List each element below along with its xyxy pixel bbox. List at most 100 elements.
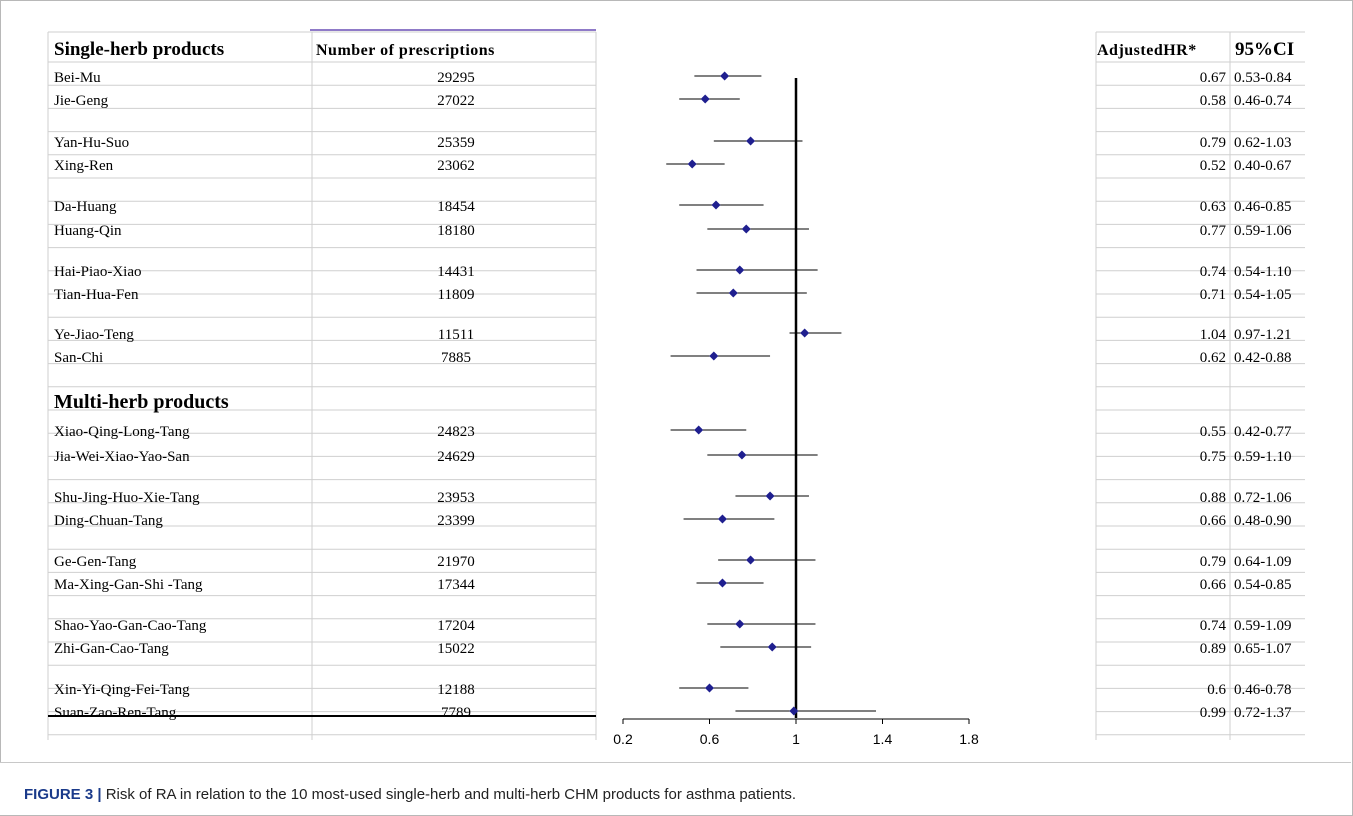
ci-value: 0.72-1.37	[1234, 705, 1292, 721]
product-name: Suan-Zao-Ren-Tang	[54, 705, 177, 721]
hr-point-marker	[709, 351, 719, 361]
adjusted-hr-value: 0.74	[1200, 618, 1227, 634]
prescription-count: 24823	[437, 424, 475, 440]
adjusted-hr-value: 0.75	[1200, 449, 1226, 465]
header-ci: 95%CI	[1235, 39, 1294, 60]
prescription-count: 11809	[438, 287, 475, 303]
hr-point-marker	[767, 642, 777, 652]
hr-point-marker	[687, 159, 697, 169]
adjusted-hr-value: 0.55	[1200, 424, 1226, 440]
ci-value: 0.46-0.85	[1234, 199, 1292, 215]
adjusted-hr-value: 0.52	[1200, 158, 1226, 174]
hr-point-marker	[700, 94, 710, 104]
figure-caption: FIGURE 3 | Risk of RA in relation to the…	[24, 786, 796, 803]
product-name: Xin-Yi-Qing-Fei-Tang	[54, 682, 190, 698]
ci-value: 0.64-1.09	[1234, 554, 1292, 570]
hr-point-marker	[728, 288, 738, 298]
adjusted-hr-value: 0.89	[1200, 641, 1226, 657]
adjusted-hr-value: 0.6	[1207, 682, 1226, 698]
ci-value: 0.97-1.21	[1234, 327, 1292, 343]
adjusted-hr-value: 0.71	[1200, 287, 1226, 303]
forest-plot-sheet: Bei-Mu 29295 0.67 0.53-0.84 Jie-Geng 27022 0.5…	[47, 29, 1305, 747]
prescription-count: 27022	[437, 93, 475, 109]
ci-value: 0.42-0.77	[1234, 424, 1292, 440]
hr-point-marker	[711, 200, 721, 210]
prescription-count: 14431	[437, 264, 475, 280]
caption-text: Risk of RA in relation to the 10 most-us…	[101, 786, 797, 803]
product-name: Shao-Yao-Gan-Cao-Tang	[54, 618, 207, 634]
ci-value: 0.72-1.06	[1234, 490, 1292, 506]
adjusted-hr-value: 0.79	[1200, 135, 1226, 151]
prescription-count: 23953	[437, 490, 475, 506]
ci-value: 0.59-1.09	[1234, 618, 1292, 634]
hr-point-marker	[735, 265, 745, 275]
hr-point-marker	[765, 491, 775, 501]
adjusted-hr-value: 0.66	[1200, 513, 1227, 529]
prescription-count: 17204	[437, 618, 475, 634]
ci-value: 0.62-1.03	[1234, 135, 1292, 151]
adjusted-hr-value: 0.79	[1200, 554, 1226, 570]
adjusted-hr-value: 0.67	[1200, 70, 1227, 86]
ci-value: 0.54-1.05	[1234, 287, 1292, 303]
prescription-count: 25359	[437, 135, 475, 151]
product-name: Zhi-Gan-Cao-Tang	[54, 641, 169, 657]
product-name: Ding-Chuan-Tang	[54, 513, 163, 529]
adjusted-hr-value: 0.66	[1200, 577, 1227, 593]
hr-point-marker	[789, 706, 799, 716]
ci-value: 0.53-0.84	[1234, 70, 1292, 86]
prescription-count: 29295	[437, 70, 475, 86]
ci-value: 0.42-0.88	[1234, 350, 1292, 366]
product-name: Jia-Wei-Xiao-Yao-San	[54, 449, 190, 465]
ci-value: 0.59-1.06	[1234, 223, 1292, 239]
product-name: Xiao-Qing-Long-Tang	[54, 424, 190, 440]
ci-value: 0.54-1.10	[1234, 264, 1292, 280]
caption-area	[0, 762, 1351, 815]
ci-value: 0.59-1.10	[1234, 449, 1292, 465]
figure-label: FIGURE 3 |	[24, 786, 102, 803]
table-gridlines	[47, 31, 1305, 740]
hr-point-marker	[737, 450, 747, 460]
adjusted-hr-value: 0.58	[1200, 93, 1226, 109]
hr-point-marker	[717, 578, 727, 588]
forest-plot-area: 0.2 0.6 1 1.4 1.8	[613, 71, 979, 747]
product-name: Ge-Gen-Tang	[54, 554, 137, 570]
x-tick-label: 0.6	[700, 731, 720, 747]
x-tick-label: 1.8	[959, 731, 979, 747]
prescription-count: 11511	[438, 327, 474, 343]
prescription-count: 21970	[437, 554, 475, 570]
hr-point-marker	[746, 136, 756, 146]
product-name: Bei-Mu	[54, 70, 101, 86]
product-name: Jie-Geng	[54, 93, 109, 109]
adjusted-hr-value: 0.99	[1200, 705, 1226, 721]
hr-point-marker	[800, 328, 810, 338]
ci-value: 0.46-0.78	[1234, 682, 1292, 698]
prescription-count: 24629	[437, 449, 475, 465]
hr-point-marker	[717, 514, 727, 524]
hr-point-marker	[741, 224, 751, 234]
header-adjusted-hr: AdjustedHR*	[1097, 42, 1197, 59]
prescription-count: 18454	[437, 199, 475, 215]
x-tick-label: 0.2	[613, 731, 633, 747]
ci-value: 0.46-0.74	[1234, 93, 1292, 109]
prescription-count: 17344	[437, 577, 475, 593]
table-rows: Bei-Mu 29295 0.67 0.53-0.84 Jie-Geng 27022 0.5…	[54, 70, 1292, 721]
hr-point-marker	[705, 683, 714, 693]
adjusted-hr-value: 0.77	[1200, 223, 1227, 239]
prescription-count: 23399	[437, 513, 475, 529]
prescription-count: 18180	[437, 223, 475, 239]
hr-point-marker	[746, 555, 756, 565]
ci-value: 0.48-0.90	[1234, 513, 1292, 529]
section-multi-herb: Multi-herb products	[54, 391, 229, 413]
header-prescriptions: Number of prescriptions	[316, 42, 495, 59]
header-products: Single-herb products	[54, 39, 224, 60]
adjusted-hr-value: 0.63	[1200, 199, 1226, 215]
product-name: Xing-Ren	[54, 158, 114, 174]
product-name: Da-Huang	[54, 199, 117, 215]
adjusted-hr-value: 0.62	[1200, 350, 1226, 366]
prescription-count: 7789	[441, 705, 471, 721]
prescription-count: 23062	[437, 158, 475, 174]
product-name: Ma-Xing-Gan-Shi -Tang	[54, 577, 203, 593]
product-name: Huang-Qin	[54, 223, 122, 239]
product-name: Shu-Jing-Huo-Xie-Tang	[54, 490, 200, 506]
